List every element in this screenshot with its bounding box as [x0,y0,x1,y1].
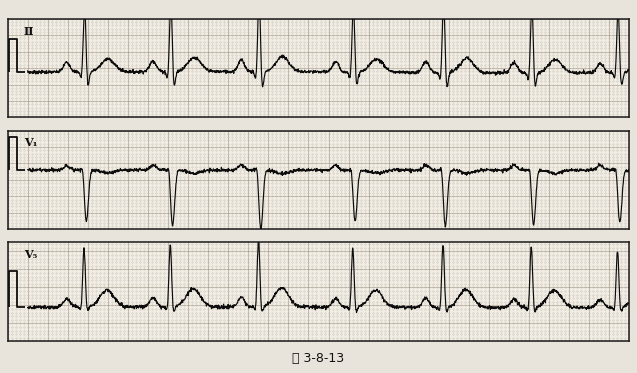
Text: II: II [24,26,34,37]
Text: V₁: V₁ [24,138,38,148]
Text: V₅: V₅ [24,250,37,260]
Text: 图 3-8-13: 图 3-8-13 [292,352,345,365]
